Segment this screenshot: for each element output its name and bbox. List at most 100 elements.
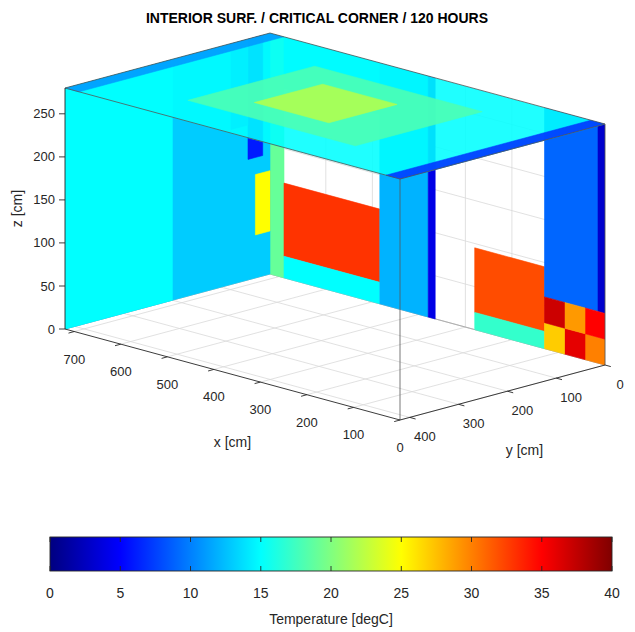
colorbar-tick — [401, 566, 402, 571]
surfaces — [65, 33, 605, 365]
colorbar-tick — [612, 566, 613, 571]
grid-line — [167, 302, 372, 357]
grid — [65, 33, 605, 420]
tick — [208, 369, 214, 371]
colorbar-tick-label: 10 — [183, 585, 199, 601]
colorbar-tick — [541, 537, 542, 542]
grid-line — [75, 326, 410, 417]
colorbar-tick — [612, 537, 613, 542]
tick-label: 0 — [48, 322, 55, 337]
tick — [115, 344, 121, 346]
tick-label: 0 — [396, 440, 403, 455]
surface-patch — [475, 312, 545, 348]
chart: INTERIOR SURF. / CRITICAL CORNER / 120 H… — [0, 0, 635, 632]
colorbar-tick — [331, 537, 332, 542]
box-front-edges — [65, 33, 605, 420]
title: INTERIOR SURF. / CRITICAL CORNER / 120 H… — [146, 10, 488, 26]
colorbar-tick — [50, 566, 51, 571]
grid-line — [354, 352, 559, 407]
colorbar-tick — [331, 566, 332, 571]
tick — [255, 382, 261, 384]
tick-label: 300 — [463, 416, 485, 431]
grid-line — [605, 124, 606, 365]
tick — [556, 378, 562, 380]
tick-label: 600 — [110, 364, 132, 379]
surface-patch — [284, 256, 380, 304]
tick — [59, 242, 65, 243]
tick — [605, 365, 611, 367]
surface-patch — [386, 120, 605, 179]
surface-patch — [65, 33, 605, 179]
grid-line — [307, 340, 512, 395]
colorbar-bar — [50, 537, 612, 571]
colorbar-tick — [471, 566, 472, 571]
grid-line — [214, 314, 419, 369]
colorbar-tick-label: 25 — [394, 585, 410, 601]
y-axis-line — [400, 365, 605, 420]
tick-label: 400 — [414, 429, 436, 444]
tick-label: 700 — [63, 352, 85, 367]
tick — [59, 286, 65, 287]
colorbar-tick-label: 15 — [253, 585, 269, 601]
x-axis-line — [65, 329, 400, 420]
box-edge — [65, 88, 400, 179]
surface-patch — [254, 84, 397, 123]
tick — [59, 156, 65, 157]
z-axis-line — [65, 88, 66, 329]
tick — [394, 420, 400, 422]
tick — [69, 332, 75, 334]
colorbar-tick — [471, 537, 472, 542]
colorbar-tick — [120, 537, 121, 542]
colorbar-tick-label: 5 — [116, 585, 124, 601]
surface-patch — [545, 297, 565, 328]
box-edge — [400, 179, 401, 420]
tick — [59, 199, 65, 200]
tick — [162, 357, 168, 359]
grid-line — [400, 365, 605, 420]
tick-label: 250 — [33, 106, 55, 121]
axis-title: x [cm] — [214, 434, 251, 450]
tick-label: 100 — [33, 235, 55, 250]
axis-title: y [cm] — [506, 442, 543, 458]
tick-label: 150 — [33, 192, 55, 207]
colorbar-tick — [50, 537, 51, 542]
tick-label: 200 — [512, 403, 534, 418]
box-edge — [65, 33, 270, 88]
surface-patch — [255, 171, 270, 235]
surface-patch — [585, 308, 605, 339]
tick-label: 200 — [296, 415, 318, 430]
colorbar-tick — [401, 537, 402, 542]
colorbar-tick — [190, 566, 191, 571]
tick-label: 100 — [343, 427, 365, 442]
axis-title: z [cm] — [9, 190, 25, 227]
colorbar-tick-label: 35 — [534, 585, 550, 601]
tick-labels: 0100200300400500600700010020030040005010… — [33, 106, 623, 455]
surface-patch — [598, 122, 605, 313]
tick — [410, 417, 416, 419]
colorbar-tick-label: 30 — [464, 585, 480, 601]
box-edge — [400, 124, 605, 179]
colorbar-tick — [260, 537, 261, 542]
surface-patch — [188, 66, 482, 146]
colorbar-tick — [190, 537, 191, 542]
colorbar: 0510152025303540Temperature [degC] — [46, 537, 620, 627]
tick — [59, 113, 65, 114]
colorbar-tick-label: 40 — [604, 585, 620, 601]
tick-label: 200 — [33, 149, 55, 164]
tick — [459, 404, 465, 406]
tick — [507, 391, 513, 393]
surface-patch — [65, 33, 284, 92]
colorbar-tick-label: 20 — [323, 585, 339, 601]
axes — [59, 88, 611, 422]
tick — [348, 407, 354, 409]
colorbar-tick — [120, 566, 121, 571]
grid-line — [260, 327, 465, 382]
colorbar-tick — [260, 566, 261, 571]
box-edge — [270, 33, 605, 124]
tick-label: 0 — [616, 377, 623, 392]
tick-label: 500 — [157, 377, 179, 392]
grid-line — [172, 300, 507, 391]
tick-label: 300 — [250, 402, 272, 417]
colorbar-tick-label: 0 — [46, 585, 54, 601]
tick-label: 100 — [560, 390, 582, 405]
